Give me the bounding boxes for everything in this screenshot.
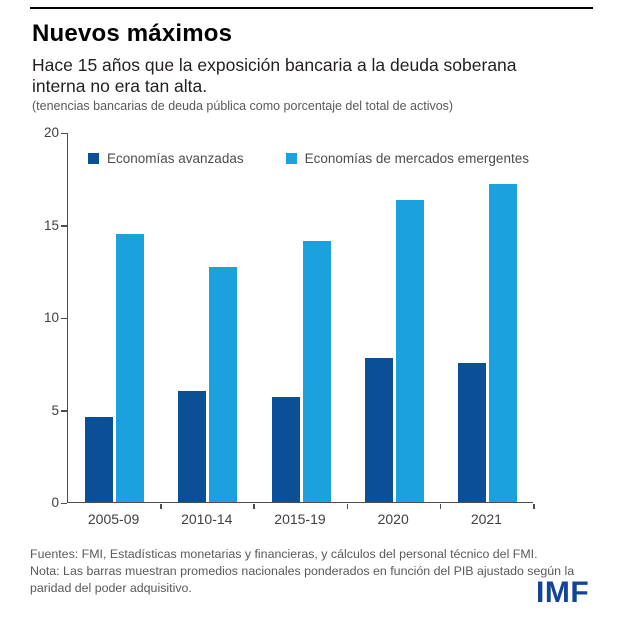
bar-advanced-2021 — [457, 363, 486, 502]
y-axis-tick — [61, 502, 67, 504]
x-axis-tick — [439, 504, 442, 509]
y-axis-tick-label: 10 — [43, 310, 59, 325]
x-axis-tick — [160, 504, 162, 509]
x-axis-tick — [346, 504, 349, 509]
bar-advanced-2010-14 — [178, 391, 207, 502]
chart-title: Nuevos máximos — [32, 20, 233, 47]
y-axis-tick-label: 5 — [51, 402, 59, 418]
y-axis-tick-label: 0 — [51, 495, 59, 510]
legend-label: Economías de mercados emergentes — [304, 151, 529, 166]
bar-advanced-2005-09 — [85, 416, 114, 502]
legend-item-emerging: Economías de mercados emergentes — [285, 151, 529, 166]
bar-emerging-2010-14 — [209, 267, 238, 502]
bar-advanced-2020 — [364, 357, 393, 502]
chart-subtitle: Hace 15 años que la exposición bancaria … — [32, 55, 517, 96]
x-axis-category-label: 2015-19 — [274, 511, 326, 527]
bar-emerging-2015-19 — [302, 241, 331, 502]
y-axis-tick — [61, 132, 67, 134]
x-axis-category-label: 2021 — [470, 511, 502, 527]
x-axis-tick — [253, 504, 255, 509]
legend-item-advanced: Economías avanzadas — [88, 151, 244, 166]
y-axis-tick-label: 20 — [43, 125, 59, 140]
chart-unit-note: (tenencias bancarias de deuda pública co… — [32, 99, 454, 113]
bar-advanced-2015-19 — [271, 396, 300, 502]
bar-emerging-2005-09 — [116, 233, 145, 502]
legend-label: Economías avanzadas — [107, 151, 244, 166]
legend-swatch-icon — [88, 153, 99, 164]
bar-emerging-2020 — [395, 200, 424, 502]
plot-area — [61, 132, 535, 509]
x-axis-category-label: 2010-14 — [181, 511, 233, 527]
top-rule-divider — [30, 7, 593, 9]
y-axis-tick — [61, 225, 67, 227]
chart-legend: Economías avanzadas Economías de mercados… — [88, 151, 529, 166]
x-axis-category-label: 2005-09 — [87, 511, 140, 527]
y-axis-tick-label: 15 — [43, 217, 59, 233]
legend-swatch-icon — [285, 153, 297, 164]
sources-text: Fuentes: FMI, Estadísticas monetarias y … — [30, 547, 538, 561]
x-axis-tick — [533, 504, 535, 509]
note-text: Nota: Las barras muestran promedios naci… — [30, 564, 575, 595]
y-axis-tick — [61, 317, 67, 319]
imf-logo: IMF — [536, 576, 590, 609]
x-axis-category-label: 2020 — [377, 511, 409, 527]
y-axis-tick — [61, 410, 67, 412]
bar-emerging-2021 — [488, 183, 517, 502]
